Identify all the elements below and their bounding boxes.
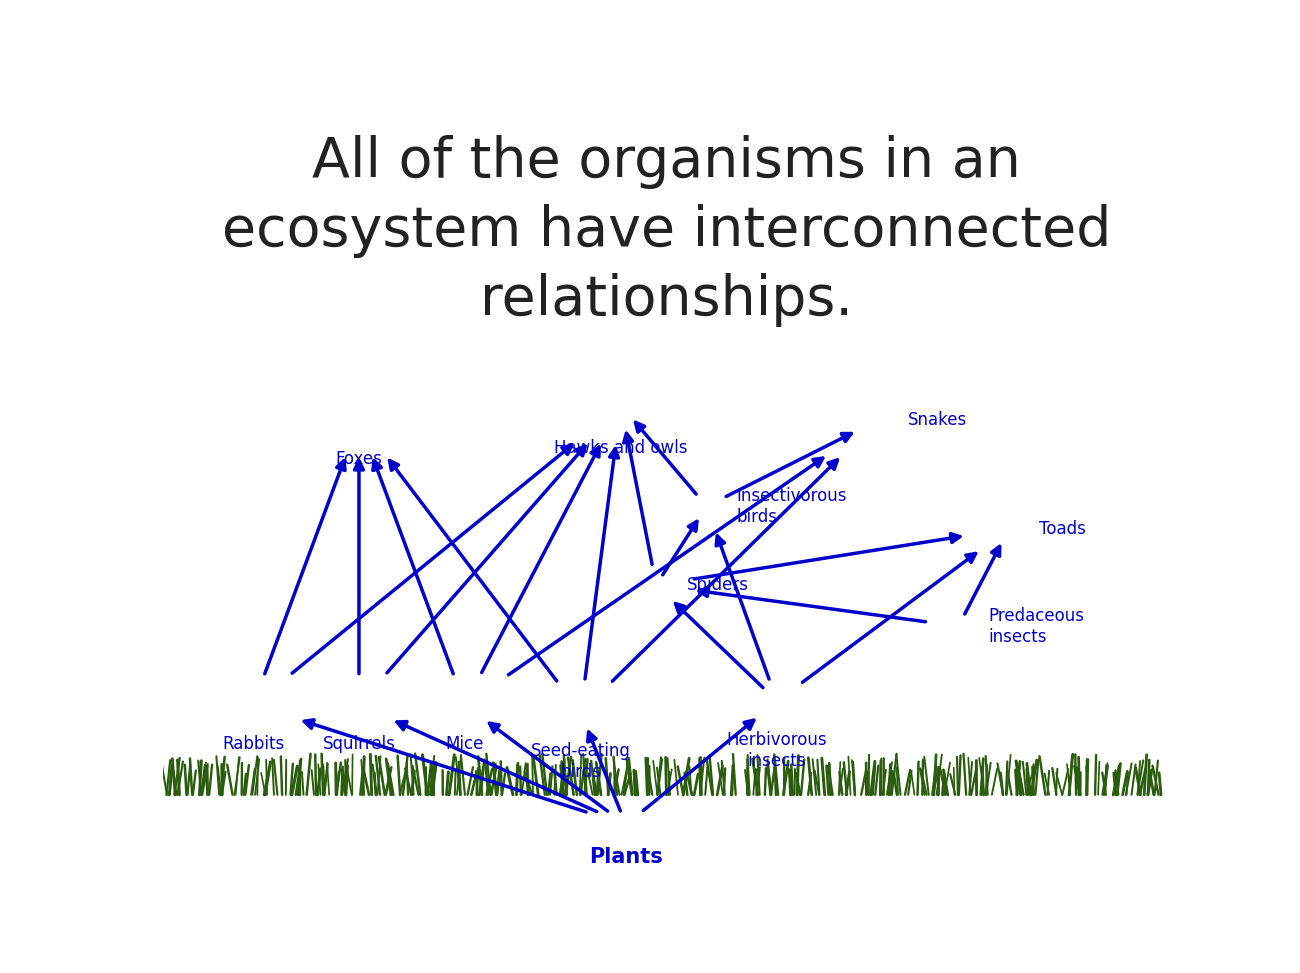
Text: Hawks and owls: Hawks and owls	[554, 439, 688, 457]
Text: Foxes: Foxes	[335, 450, 382, 468]
Text: Squirrels: Squirrels	[322, 735, 395, 753]
Text: Predaceous
insects: Predaceous insects	[989, 607, 1084, 646]
Text: Toads: Toads	[1039, 520, 1086, 538]
Text: Insectivorous
birds: Insectivorous birds	[737, 486, 848, 525]
Text: Plants: Plants	[589, 847, 663, 867]
Text: Mice: Mice	[446, 735, 484, 753]
Text: Spiders: Spiders	[686, 576, 749, 594]
Text: Seed-eating
birds: Seed-eating birds	[530, 742, 630, 781]
Text: Herbivorous
insects: Herbivorous insects	[727, 731, 827, 770]
Text: Rabbits: Rabbits	[222, 735, 285, 753]
Text: Snakes: Snakes	[907, 412, 967, 429]
Text: All of the organisms in an
ecosystem have interconnected
relationships.: All of the organisms in an ecosystem hav…	[221, 135, 1112, 327]
